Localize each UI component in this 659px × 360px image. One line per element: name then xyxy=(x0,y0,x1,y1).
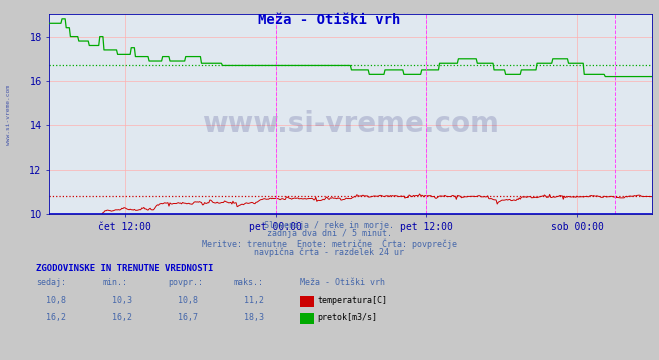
Text: min.:: min.: xyxy=(102,278,127,287)
Text: www.si-vreme.com: www.si-vreme.com xyxy=(6,85,11,145)
Text: 16,2: 16,2 xyxy=(46,313,66,322)
Text: 16,7: 16,7 xyxy=(178,313,198,322)
Text: Meža - Otiški vrh: Meža - Otiški vrh xyxy=(300,278,385,287)
Text: 11,2: 11,2 xyxy=(244,296,264,305)
Text: temperatura[C]: temperatura[C] xyxy=(318,296,387,305)
Text: zadnja dva dni / 5 minut.: zadnja dva dni / 5 minut. xyxy=(267,230,392,239)
Text: navpična črta - razdelek 24 ur: navpična črta - razdelek 24 ur xyxy=(254,248,405,257)
Text: 18,3: 18,3 xyxy=(244,313,264,322)
Text: povpr.:: povpr.: xyxy=(168,278,203,287)
Text: Meritve: trenutne  Enote: metrične  Črta: povprečje: Meritve: trenutne Enote: metrične Črta: … xyxy=(202,238,457,249)
Text: 10,8: 10,8 xyxy=(46,296,66,305)
Text: ZGODOVINSKE IN TRENUTNE VREDNOSTI: ZGODOVINSKE IN TRENUTNE VREDNOSTI xyxy=(36,264,214,273)
Text: 10,8: 10,8 xyxy=(178,296,198,305)
Text: sedaj:: sedaj: xyxy=(36,278,67,287)
Text: 10,3: 10,3 xyxy=(112,296,132,305)
Text: www.si-vreme.com: www.si-vreme.com xyxy=(202,110,500,138)
Text: pretok[m3/s]: pretok[m3/s] xyxy=(318,313,378,322)
Text: maks.:: maks.: xyxy=(234,278,264,287)
Text: Meža - Otiški vrh: Meža - Otiški vrh xyxy=(258,13,401,27)
Text: Slovenija / reke in morje.: Slovenija / reke in morje. xyxy=(264,220,395,230)
Text: 16,2: 16,2 xyxy=(112,313,132,322)
